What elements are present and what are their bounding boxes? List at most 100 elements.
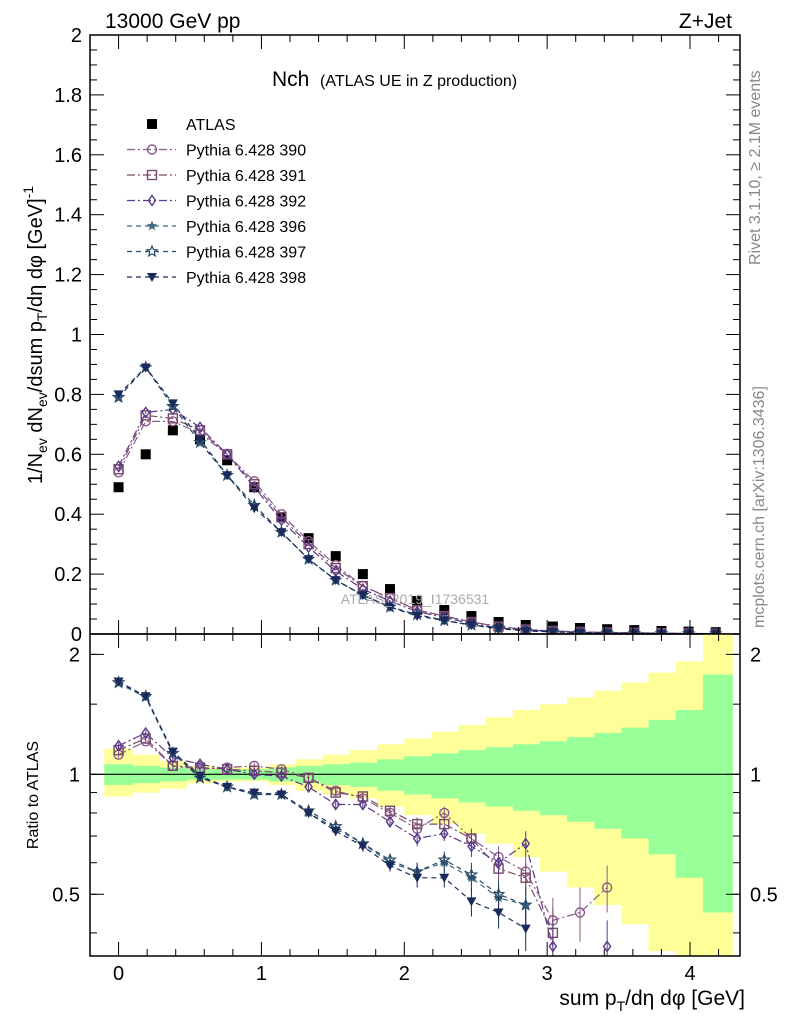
main-y-tick-label: 1 <box>71 325 82 347</box>
ratio-series-5-point <box>140 692 151 702</box>
ratio-series-2-point <box>467 840 476 853</box>
ratio-series-5-point <box>303 808 314 818</box>
main-y-tick-label: 2 <box>71 25 82 47</box>
x-tick-label: 3 <box>542 963 553 985</box>
ratio-series-5-point <box>330 827 341 837</box>
legend-marker <box>147 273 157 282</box>
main-y-tick-label: 0.6 <box>54 444 82 466</box>
main-series-5-point <box>708 626 723 634</box>
legend-label: Pythia 6.428 397 <box>186 245 306 262</box>
ratio-y-tick-label: 0.5 <box>52 884 80 906</box>
main-series-6-point <box>113 390 124 400</box>
uncertainty-band-stat <box>104 674 733 913</box>
main-y-tick-label: 1.6 <box>54 145 82 167</box>
main-series-5-point <box>654 626 669 634</box>
ratio-series-2-point <box>249 768 259 781</box>
ratio-series-2-point <box>195 758 205 771</box>
main-series-0-point <box>466 611 477 622</box>
main-series-0-point <box>167 425 178 436</box>
legend-marker <box>145 244 159 258</box>
main-series-6-point <box>303 555 314 565</box>
ratio-series-2-point <box>385 815 395 829</box>
chart-subtitle: (ATLAS UE in Z production) <box>320 73 517 90</box>
main-series-0-point <box>113 482 124 493</box>
ratio-series-0-point <box>574 907 586 918</box>
main-series-6-point <box>466 621 477 631</box>
ratio-series-5-point <box>249 788 260 798</box>
x-tick-label: 0 <box>113 963 124 985</box>
main-series-0-point <box>303 533 314 544</box>
legend-marker <box>146 169 158 181</box>
ratio-y-tick-label: 2 <box>69 644 80 666</box>
header-right: Z+Jet <box>679 10 732 33</box>
main-series-0-point <box>357 569 368 580</box>
legend-marker <box>146 220 158 231</box>
main-series-6-point <box>520 627 531 634</box>
x-axis-label: sum pT/dη dφ [GeV] <box>559 987 745 1014</box>
main-series-5-point <box>165 399 180 413</box>
legend-marker <box>146 144 158 155</box>
ratio-y-tick-label-right: 2 <box>750 644 761 666</box>
ratio-series-2-point <box>412 832 422 845</box>
main-series-6-point <box>439 616 450 626</box>
main-series-2-point <box>276 511 287 523</box>
legend-label: Pythia 6.428 390 <box>186 143 306 160</box>
ratio-y-axis-label: Ratio to ATLAS <box>25 741 42 849</box>
main-series-0-point <box>412 596 423 607</box>
ratio-series-5-point <box>195 772 205 782</box>
main-series-3-point <box>249 481 259 494</box>
ratio-series-2-point <box>602 940 612 953</box>
legend-label: Pythia 6.428 398 <box>186 270 306 287</box>
ratio-plot-area <box>90 634 740 956</box>
rivet-version-text: Rivet 3.1.10, ≥ 2.1M events <box>747 70 764 265</box>
main-series-6-point <box>330 576 341 586</box>
main-series-2-point <box>140 410 151 421</box>
ratio-series-1-point <box>384 805 396 816</box>
main-series-6-point <box>547 627 558 634</box>
main-series-5-point <box>681 626 696 634</box>
ratio-series-5-point <box>493 908 504 918</box>
ratio-series-2-point <box>304 780 313 794</box>
ratio-series-0-point <box>601 882 613 893</box>
main-series-6-point <box>385 603 395 613</box>
main-y-axis-label: 1/Nev dNev/dsum pT/dη dφ [GeV]-1 <box>20 186 50 484</box>
main-series-6-point <box>195 435 205 445</box>
ratio-y-tick-label: 1 <box>69 764 80 786</box>
legend: ATLAS Pythia 6.428 390 Pythia 6.428 391 Pyt… <box>127 117 306 287</box>
main-series-2-point <box>330 562 341 574</box>
main-series-6-point <box>249 504 260 514</box>
legend-label: Pythia 6.428 392 <box>186 194 306 211</box>
ratio-series-4-point <box>437 852 452 866</box>
ratio-series-2-point <box>114 739 123 752</box>
ratio-series-5-point <box>276 790 287 800</box>
legend-label: ATLAS <box>186 117 236 134</box>
x-tick-label: 4 <box>684 963 695 985</box>
chart-title: Nch <box>272 68 309 91</box>
ratio-series-1-point <box>167 760 179 772</box>
mcplots-reference-text: mcplots.cern.ch [arXiv:1306.3436] <box>751 386 768 628</box>
ratio-series-2-point <box>222 762 232 776</box>
main-series-3-point <box>195 421 205 434</box>
main-series-6-point <box>357 591 368 601</box>
ratio-series-5-point <box>439 873 450 883</box>
main-y-tick-label: 0.8 <box>54 384 82 406</box>
ratio-series-2-point <box>494 856 503 869</box>
ratio-series-4-point <box>491 887 506 901</box>
main-y-tick-label: 0.2 <box>54 564 82 586</box>
ratio-series-1-point <box>520 872 531 883</box>
ratio-series-2-point <box>277 769 286 783</box>
main-series-0-point <box>330 551 341 562</box>
main-series-6-point <box>276 528 287 538</box>
main-series-2-point <box>249 479 260 490</box>
ratio-series-2-point <box>358 798 368 811</box>
ratio-series-5-point <box>222 782 233 792</box>
ratio-series-4-point <box>518 897 533 911</box>
ratio-series-1-point <box>411 818 423 830</box>
legend-label: Pythia 6.428 396 <box>186 219 306 236</box>
main-y-tick-label: 1.4 <box>54 205 82 227</box>
main-series-6-point <box>575 628 585 634</box>
main-series-3-point <box>141 406 151 419</box>
ratio-y-tick-label-right: 1 <box>750 764 761 786</box>
ratio-frame <box>89 633 741 957</box>
ratio-series-5-point <box>520 924 531 934</box>
